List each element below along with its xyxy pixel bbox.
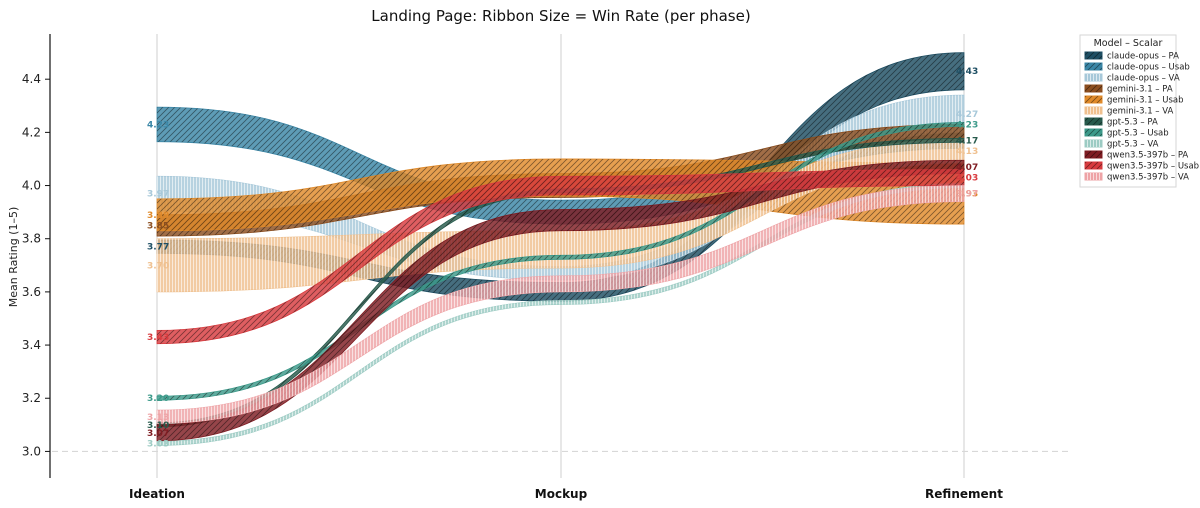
legend-swatch-hatch [1085, 63, 1102, 70]
legend-item-gemini-3-1-pa: gemini-3.1 – PA [1084, 84, 1173, 95]
legend-label: gemini-3.1 – PA [1107, 85, 1173, 95]
value-label-claude-opus-pa-refinement: 4.43 [956, 67, 978, 77]
legend-swatch-hatch [1085, 52, 1102, 59]
legend-item-qwen3-5-397b-usab: qwen3.5-397b – Usab [1084, 161, 1199, 172]
legend-item-claude-opus-usab: claude-opus – Usab [1084, 62, 1190, 73]
value-label-claude-opus-pa-ideation: 3.77 [147, 243, 169, 253]
legend-item-gpt-5-3-usab: gpt-5.3 – Usab [1084, 128, 1169, 139]
axis-layer: 3.0 3.2 3.4 3.6 3.8 4.0 4.2 4.4 Ideation Mockup Re… [22, 34, 1003, 501]
y-tick-label: 4.0 [22, 179, 41, 193]
legend-item-gpt-5-3-pa: gpt-5.3 – PA [1084, 117, 1158, 128]
ribbon-hatch [157, 95, 964, 280]
chart-title: Landing Page: Ribbon Size = Win Rate (pe… [371, 7, 750, 25]
value-label-gpt-5-3-usab-ideation: 3.20 [147, 394, 169, 404]
legend-item-gemini-3-1-va: gemini-3.1 – VA [1084, 106, 1174, 117]
legend-swatch-hatch [1085, 74, 1102, 81]
value-label-qwen3-5-397b-pa-ideation: 3.07 [147, 429, 169, 439]
legend-label: gpt-5.3 – PA [1107, 118, 1158, 128]
value-label-qwen3-5-397b-usab-ideation: 3.43 [147, 333, 169, 343]
x-category-label-mockup: Mockup [535, 487, 588, 501]
y-tick-label: 3.8 [22, 232, 41, 246]
value-label-qwen3-5-397b-usab-refinement: 4.03 [956, 174, 978, 184]
legend-item-claude-opus-pa: claude-opus – PA [1084, 51, 1179, 62]
value-label-claude-opus-va-ideation: 3.97 [147, 190, 169, 200]
value-label-gpt-5-3-va-ideation: 3.03 [147, 439, 169, 449]
y-axis-label: Mean Rating (1–5) [7, 207, 20, 308]
value-label-claude-opus-usab-ideation: 4.23 [147, 120, 169, 130]
value-label-layer: 3.77 4.43 4.23 3.97 4.27 3.853.89 3.93 3.70 4.13… [147, 67, 978, 449]
legend-swatch-hatch [1085, 118, 1102, 125]
value-label-gemini-3-1-usab-ideation: 3.89 [147, 211, 169, 221]
value-label-gpt-5-3-pa-refinement: 4.17 [956, 136, 978, 146]
y-tick-label: 3.6 [22, 285, 41, 299]
legend-item-gpt-5-3-va: gpt-5.3 – VA [1084, 139, 1159, 150]
legend-item-claude-opus-va: claude-opus – VA [1084, 73, 1180, 84]
y-tick-label: 4.4 [22, 72, 41, 86]
legend-label: claude-opus – Usab [1107, 63, 1190, 73]
legend-swatch-hatch [1085, 107, 1102, 114]
legend-label: gpt-5.3 – VA [1107, 140, 1159, 150]
legend-title: Model – Scalar [1094, 38, 1163, 49]
y-tick-label: 3.2 [22, 391, 41, 405]
y-tick-label: 4.2 [22, 125, 41, 139]
legend-swatch-hatch [1085, 129, 1102, 136]
value-label-gemini-3-1-usab-refinement: 3.93 [956, 190, 978, 200]
value-label-gemini-3-1-va-ideation: 3.70 [147, 261, 169, 271]
value-label-gpt-5-3-pa-ideation: 3.10 [147, 421, 169, 431]
ribbon-hatch [157, 169, 964, 344]
legend-swatch-hatch [1085, 140, 1102, 147]
ribbon-hatch [157, 52, 964, 302]
legend-label: qwen3.5-397b – PA [1107, 151, 1188, 161]
x-category-label-refinement: Refinement [925, 487, 1003, 501]
legend-label: claude-opus – VA [1107, 74, 1180, 84]
ribbon-gpt-5-3-pa [156, 137, 965, 428]
legend-item-qwen3-5-397b-pa: qwen3.5-397b – PA [1084, 150, 1188, 161]
legend-label: gpt-5.3 – Usab [1107, 129, 1169, 139]
legend-item-qwen3-5-397b-va: qwen3.5-397b – VA [1084, 172, 1189, 183]
ribbon-claude-opus-pa [156, 52, 965, 302]
ribbon-qwen3-5-397b-va [156, 185, 965, 424]
legend-item-gemini-3-1-usab: gemini-3.1 – Usab [1084, 95, 1184, 106]
value-label-qwen3-5-397b-pa-refinement: 4.07 [956, 163, 978, 173]
value-label-gpt-5-3-usab-refinement: 4.23 [956, 120, 978, 130]
legend-label: gemini-3.1 – VA [1107, 107, 1174, 117]
y-tick-label: 3.0 [22, 444, 41, 458]
legend-swatch-hatch [1085, 173, 1102, 180]
legend-label: gemini-3.1 – Usab [1107, 96, 1184, 106]
value-label-gemini-3-1-pa-ideation: 3.85 [147, 221, 169, 231]
legend-label: qwen3.5-397b – VA [1107, 173, 1189, 183]
ribbon-layer [156, 52, 965, 446]
legend-swatch-hatch [1085, 151, 1102, 158]
value-label-gemini-3-1-va-refinement: 4.13 [956, 147, 978, 157]
legend-label: qwen3.5-397b – Usab [1107, 162, 1199, 172]
legend-label: claude-opus – PA [1107, 52, 1179, 62]
x-category-label-ideation: Ideation [129, 487, 185, 501]
legend-swatch-hatch [1085, 96, 1102, 103]
legend-swatch-hatch [1085, 85, 1102, 92]
value-label-qwen3-5-397b-va-ideation: 3.13 [147, 413, 169, 423]
value-label-qwen3-5-397b-va-refinement: 3.97 [956, 190, 978, 200]
value-label-claude-opus-va-refinement: 4.27 [956, 110, 978, 120]
legend-swatch-hatch [1085, 162, 1102, 169]
ribbon-hatch [157, 185, 964, 424]
y-tick-label: 3.4 [22, 338, 41, 352]
